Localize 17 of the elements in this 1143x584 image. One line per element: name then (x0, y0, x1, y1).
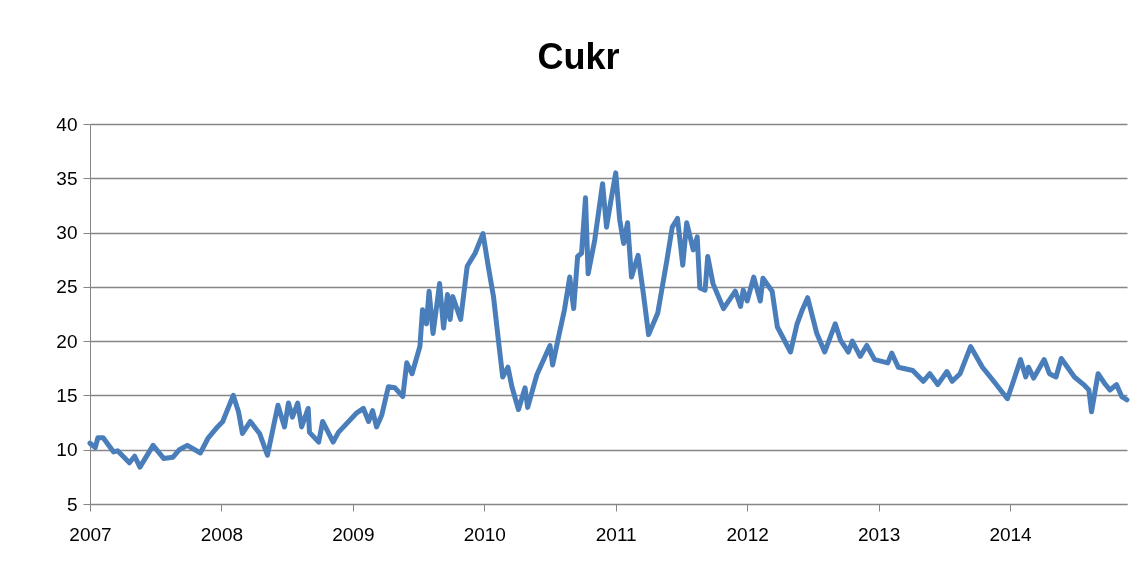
y-tick-label: 5 (66, 493, 78, 515)
x-tick-label: 2012 (726, 523, 769, 545)
x-tick-label: 2009 (332, 523, 375, 545)
y-tick-label: 10 (56, 439, 78, 461)
y-tick-label: 20 (56, 330, 78, 352)
y-tick-label: 25 (56, 276, 78, 298)
x-tick-label: 2014 (989, 523, 1033, 545)
chart-title: Cukr (537, 36, 620, 77)
y-tick-label: 15 (56, 384, 78, 406)
x-tick-label: 2007 (69, 523, 112, 545)
x-tick-label: 2008 (200, 523, 244, 545)
x-tick-label: 2011 (595, 523, 637, 545)
x-tick-label: 2010 (463, 523, 506, 545)
y-tick-label: 35 (56, 167, 78, 189)
x-tick-label: 2013 (857, 523, 901, 545)
y-tick-label: 30 (56, 222, 78, 244)
y-tick-label: 40 (56, 113, 78, 135)
